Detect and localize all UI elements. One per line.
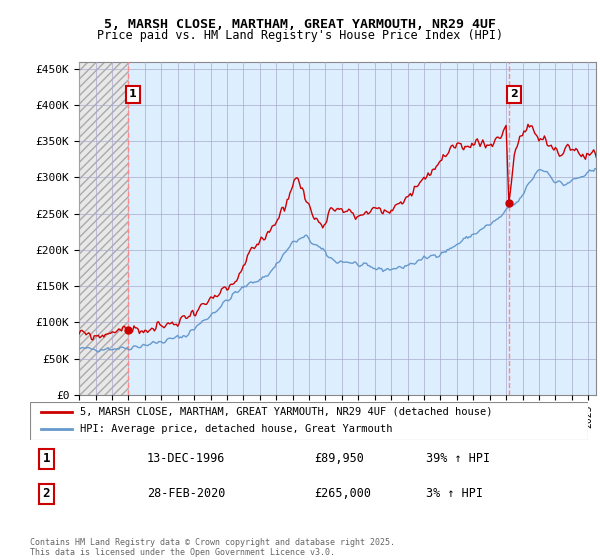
Text: 1: 1 [129, 89, 137, 99]
Text: Price paid vs. HM Land Registry's House Price Index (HPI): Price paid vs. HM Land Registry's House … [97, 29, 503, 42]
FancyBboxPatch shape [30, 402, 588, 440]
Text: 13-DEC-1996: 13-DEC-1996 [147, 452, 225, 465]
Text: 39% ↑ HPI: 39% ↑ HPI [426, 452, 490, 465]
Text: 5, MARSH CLOSE, MARTHAM, GREAT YARMOUTH, NR29 4UF (detached house): 5, MARSH CLOSE, MARTHAM, GREAT YARMOUTH,… [80, 407, 493, 417]
Text: 28-FEB-2020: 28-FEB-2020 [147, 487, 225, 500]
Text: Contains HM Land Registry data © Crown copyright and database right 2025.
This d: Contains HM Land Registry data © Crown c… [30, 538, 395, 557]
Text: £265,000: £265,000 [314, 487, 371, 500]
Bar [79, 62, 128, 395]
Text: 2: 2 [510, 89, 518, 99]
Text: 3% ↑ HPI: 3% ↑ HPI [426, 487, 483, 500]
Text: HPI: Average price, detached house, Great Yarmouth: HPI: Average price, detached house, Grea… [80, 424, 393, 435]
Text: 1: 1 [43, 452, 50, 465]
Text: 5, MARSH CLOSE, MARTHAM, GREAT YARMOUTH, NR29 4UF: 5, MARSH CLOSE, MARTHAM, GREAT YARMOUTH,… [104, 18, 496, 31]
Text: £89,950: £89,950 [314, 452, 364, 465]
Text: 2: 2 [43, 487, 50, 500]
